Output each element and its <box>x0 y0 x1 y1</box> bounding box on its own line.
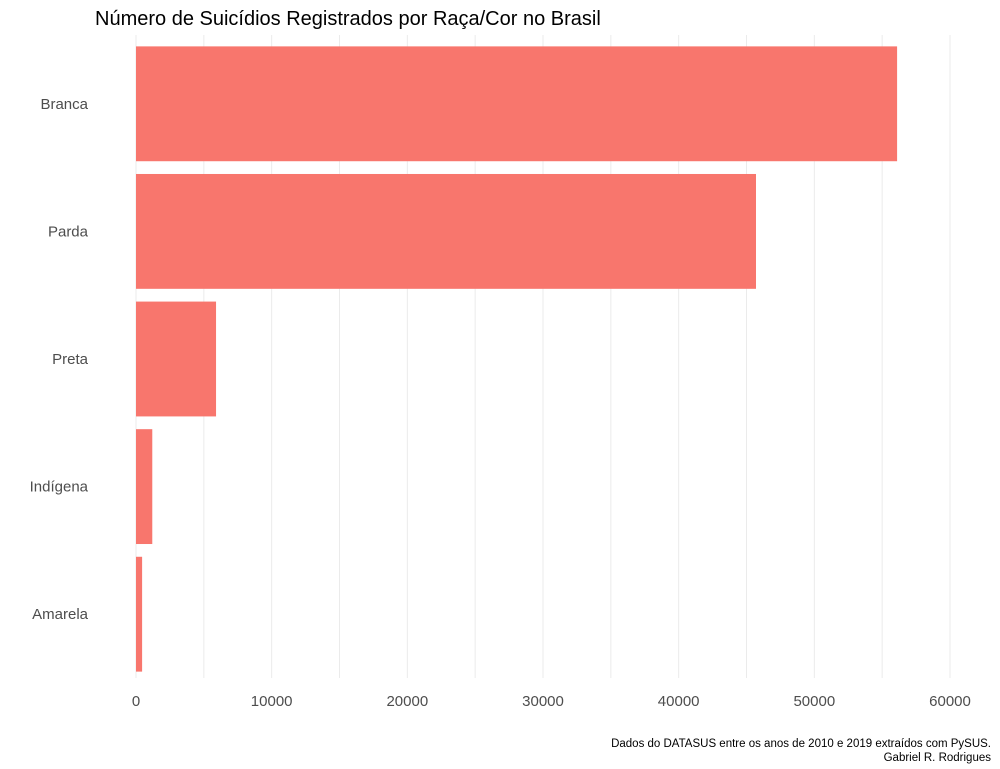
x-tick-label: 20000 <box>386 693 428 710</box>
bar-indígena <box>136 429 153 545</box>
bar-preta <box>136 301 217 417</box>
x-tick-label: 50000 <box>793 693 835 710</box>
bars <box>136 46 898 672</box>
x-tick-label: 0 <box>132 693 140 710</box>
category-label: Indígena <box>30 479 89 496</box>
x-tick-label: 60000 <box>929 693 971 710</box>
x-tick-label: 30000 <box>522 693 564 710</box>
category-label: Preta <box>52 351 89 368</box>
x-tick-label: 40000 <box>658 693 700 710</box>
category-label: Amarela <box>32 606 89 623</box>
bar-amarela <box>136 556 143 672</box>
chart-title: Número de Suicídios Registrados por Raça… <box>95 8 601 30</box>
caption-source: Dados do DATASUS entre os anos de 2010 e… <box>611 738 991 750</box>
caption-author: Gabriel R. Rodrigues <box>884 752 992 764</box>
x-tick-labels: 0 10000 20000 30000 40000 50000 60000 <box>132 693 971 710</box>
category-label: Parda <box>48 223 89 240</box>
category-labels: Branca Parda Preta Indígena Amarela <box>30 96 89 623</box>
bar-branca <box>136 46 898 162</box>
bar-parda <box>136 173 756 289</box>
category-label: Branca <box>40 96 88 113</box>
x-tick-label: 10000 <box>251 693 293 710</box>
